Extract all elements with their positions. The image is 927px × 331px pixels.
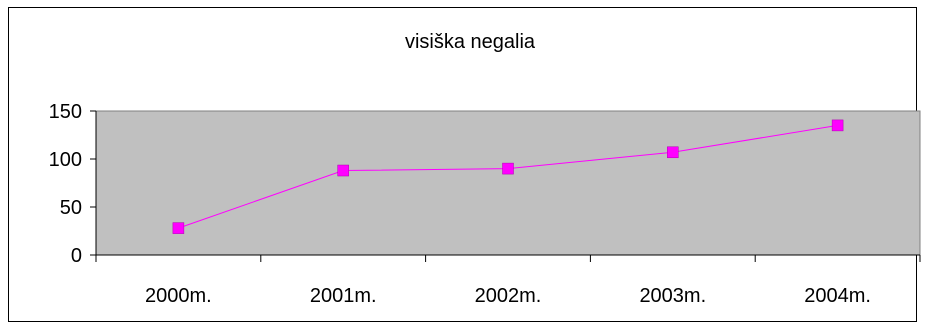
series-layer: [172, 119, 844, 234]
data-point-marker: [337, 164, 349, 177]
data-point-marker: [502, 162, 514, 175]
y-tick-label: 100: [49, 149, 82, 171]
y-tick-label: 0: [71, 245, 82, 267]
data-point-marker: [667, 146, 679, 159]
data-point-marker: [831, 119, 844, 132]
x-tick-label: 2000m.: [145, 285, 212, 307]
plot-area: [95, 110, 921, 256]
labels-layer: 0 50 100 150 2000m. 2001m. 2002m. 2003m. 2004m.: [49, 101, 871, 307]
chart-title: visiška negalia: [405, 31, 536, 53]
x-tick-label: 2002m.: [475, 285, 542, 307]
x-tick-label: 2003m.: [639, 285, 706, 307]
y-tick-label: 50: [60, 197, 82, 219]
y-tick-label: 150: [49, 101, 82, 123]
axes: [90, 110, 921, 262]
x-tick-label: 2004m.: [804, 285, 871, 307]
data-point-marker: [172, 222, 185, 234]
x-tick-label: 2001m.: [310, 285, 377, 307]
